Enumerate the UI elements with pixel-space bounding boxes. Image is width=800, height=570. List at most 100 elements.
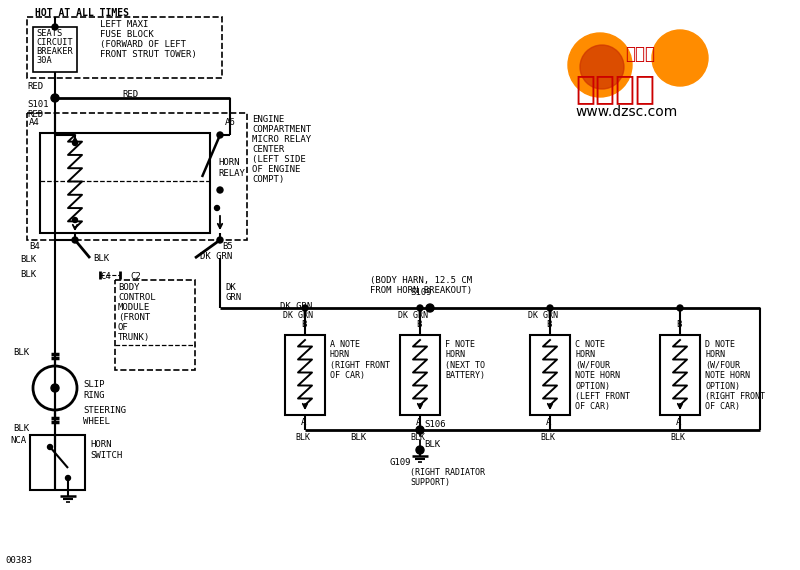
- Bar: [400, 335, 440, 415]
- Text: COMPT): COMPT): [252, 175, 284, 184]
- Text: B: B: [676, 320, 682, 329]
- Circle shape: [47, 445, 53, 450]
- Text: CONTROL: CONTROL: [118, 293, 156, 302]
- Text: A: A: [676, 418, 682, 427]
- Text: MICRO RELAY: MICRO RELAY: [252, 135, 311, 144]
- Bar: [285, 335, 325, 415]
- Text: RING: RING: [83, 391, 105, 400]
- Text: RED: RED: [27, 110, 43, 119]
- Text: MODULE: MODULE: [118, 303, 150, 312]
- Text: S109: S109: [410, 288, 431, 297]
- Text: RED: RED: [122, 90, 138, 99]
- Text: (BODY HARN, 12.5 CM: (BODY HARN, 12.5 CM: [370, 276, 472, 285]
- Text: www.dzsc.com: www.dzsc.com: [575, 105, 678, 119]
- Text: 维库一下: 维库一下: [575, 72, 655, 105]
- Text: BLK: BLK: [295, 433, 310, 442]
- Bar: [530, 335, 570, 415]
- Text: BLK: BLK: [93, 254, 109, 263]
- Text: FROM HORN BREAKOUT): FROM HORN BREAKOUT): [370, 286, 472, 295]
- Text: BLK: BLK: [410, 433, 425, 442]
- Text: C NOTE
HORN
(W/FOUR
NOTE HORN
OPTION)
(LEFT FRONT
OF CAR): C NOTE HORN (W/FOUR NOTE HORN OPTION) (L…: [575, 340, 630, 412]
- Text: D NOTE
HORN
(W/FOUR
NOTE HORN
OPTION)
(RIGHT FRONT
OF CAR): D NOTE HORN (W/FOUR NOTE HORN OPTION) (R…: [705, 340, 765, 412]
- Circle shape: [677, 305, 683, 311]
- Circle shape: [73, 140, 78, 145]
- Circle shape: [217, 187, 223, 193]
- Text: B: B: [301, 320, 306, 329]
- Text: BODY: BODY: [118, 283, 139, 292]
- Circle shape: [66, 475, 70, 481]
- Circle shape: [652, 30, 708, 86]
- Text: BLK: BLK: [20, 255, 36, 264]
- Text: B5: B5: [222, 242, 233, 251]
- Text: RELAY: RELAY: [218, 169, 245, 178]
- Text: CENTER: CENTER: [252, 145, 284, 154]
- Text: (LEFT SIDE: (LEFT SIDE: [252, 155, 306, 164]
- Text: A: A: [546, 418, 551, 427]
- Text: BLK: BLK: [540, 433, 555, 442]
- Text: FRONT STRUT TOWER): FRONT STRUT TOWER): [100, 50, 197, 59]
- Text: B: B: [546, 320, 551, 329]
- Text: A4: A4: [29, 118, 40, 127]
- Circle shape: [214, 206, 219, 210]
- Circle shape: [580, 45, 624, 89]
- Text: SEATS: SEATS: [36, 29, 62, 38]
- Circle shape: [51, 384, 59, 392]
- Bar: [660, 335, 700, 415]
- Circle shape: [52, 24, 58, 30]
- Text: LEFT MAXI: LEFT MAXI: [100, 20, 148, 29]
- Text: 00383: 00383: [5, 556, 32, 565]
- Bar: [27, 113, 247, 240]
- Text: BLK: BLK: [13, 424, 29, 433]
- Text: HORN: HORN: [90, 440, 111, 449]
- Text: DK GRN: DK GRN: [283, 311, 313, 320]
- Circle shape: [302, 305, 308, 311]
- Text: BLK: BLK: [424, 440, 440, 449]
- Text: DK GRN: DK GRN: [528, 311, 558, 320]
- Circle shape: [72, 237, 78, 243]
- Text: C2: C2: [130, 272, 141, 281]
- Circle shape: [416, 426, 424, 434]
- Text: F NOTE
HORN
(NEXT TO
BATTERY): F NOTE HORN (NEXT TO BATTERY): [445, 340, 485, 380]
- Text: HOT AT ALL TIMES: HOT AT ALL TIMES: [35, 8, 129, 18]
- Text: COMPARTMENT: COMPARTMENT: [252, 125, 311, 134]
- Text: A NOTE
HORN
(RIGHT FRONT
OF CAR): A NOTE HORN (RIGHT FRONT OF CAR): [330, 340, 390, 380]
- Text: G109: G109: [390, 458, 411, 467]
- Text: DK GRN: DK GRN: [200, 252, 232, 261]
- Circle shape: [217, 132, 223, 138]
- Circle shape: [417, 305, 423, 311]
- Text: DK GRN: DK GRN: [398, 311, 428, 320]
- Text: A: A: [416, 418, 422, 427]
- Text: CIRCUIT: CIRCUIT: [36, 38, 73, 47]
- Text: A: A: [301, 418, 306, 427]
- Text: B4: B4: [29, 242, 40, 251]
- Bar: [40, 133, 210, 233]
- Text: DK GRN: DK GRN: [280, 302, 312, 311]
- Text: (FRONT: (FRONT: [118, 313, 150, 322]
- Text: 30A: 30A: [36, 56, 52, 65]
- Text: HORN: HORN: [218, 158, 239, 167]
- Text: BLK: BLK: [350, 433, 366, 442]
- Bar: [30, 435, 85, 490]
- Text: RED: RED: [27, 82, 43, 91]
- Text: 找芯片: 找芯片: [625, 45, 655, 63]
- Circle shape: [217, 237, 223, 243]
- Circle shape: [568, 33, 632, 97]
- Text: SLIP: SLIP: [83, 380, 105, 389]
- Text: BREAKER: BREAKER: [36, 47, 73, 56]
- Text: NCA: NCA: [10, 436, 26, 445]
- Text: SUPPORT): SUPPORT): [410, 478, 450, 487]
- Circle shape: [547, 305, 553, 311]
- Text: OF: OF: [118, 323, 129, 332]
- Text: WHEEL: WHEEL: [83, 417, 110, 426]
- Text: (RIGHT RADIATOR: (RIGHT RADIATOR: [410, 468, 485, 477]
- Text: DK: DK: [225, 283, 236, 292]
- Text: OF ENGINE: OF ENGINE: [252, 165, 300, 174]
- Text: BLK: BLK: [20, 270, 36, 279]
- Text: GRN: GRN: [225, 293, 241, 302]
- Circle shape: [416, 446, 424, 454]
- Bar: [33, 27, 77, 72]
- Text: ENGINE: ENGINE: [252, 115, 284, 124]
- Text: S106: S106: [424, 420, 446, 429]
- Circle shape: [73, 218, 78, 222]
- Circle shape: [51, 94, 59, 102]
